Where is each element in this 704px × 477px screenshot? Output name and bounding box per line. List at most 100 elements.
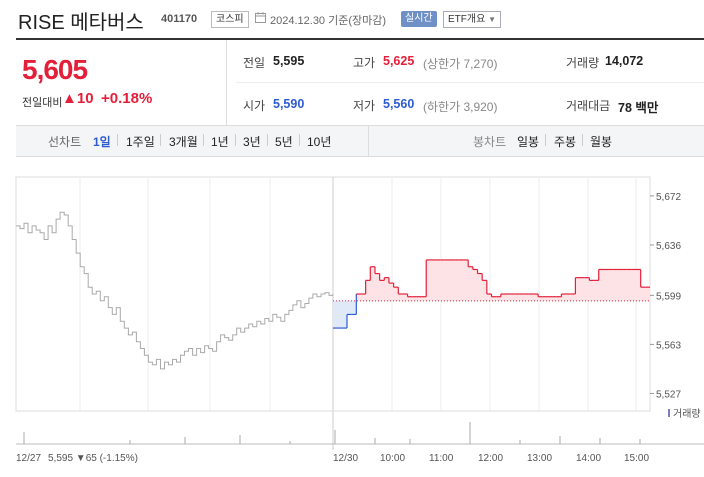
lower-limit: (하한가 3,920) [423, 100, 498, 114]
period-1d-tab[interactable]: 1일 [93, 135, 111, 149]
price-area [524, 294, 530, 301]
price-area [407, 296, 413, 301]
candle-weekly-tab[interactable]: 주봉 [554, 135, 577, 149]
up-triangle-icon: ▲ [62, 90, 77, 107]
etf-overview-label: ETF개요 [448, 14, 486, 25]
price-area [589, 280, 595, 301]
price-area [608, 269, 614, 301]
period-3m-tab[interactable]: 3개월 [169, 135, 198, 149]
period-1w-tab[interactable]: 1주일 [126, 135, 155, 149]
change-amount: 10 [76, 90, 94, 107]
stock-header: RISE 메타버스 401170 코스피 2024.12.30 기준(장마감) … [0, 0, 704, 40]
price-area [561, 294, 567, 301]
price-area [360, 294, 366, 301]
price-area [556, 296, 562, 301]
date-label: 2024.12.30 기준(장마감) [270, 15, 387, 27]
price-area [342, 300, 348, 329]
price-area [636, 269, 641, 301]
x-tick-label: 13:00 [527, 453, 552, 464]
change-percent: +0.18% [101, 90, 153, 107]
period-1y-tab[interactable]: 1년 [211, 135, 229, 149]
toolbar-separator [545, 134, 546, 146]
price-area [500, 294, 506, 301]
low-value: 5,560 [383, 97, 415, 111]
stock-name: RISE 메타버스 [18, 12, 144, 34]
amount-value: 78 백만 [618, 101, 659, 115]
price-area [482, 280, 488, 301]
price-area [598, 269, 604, 301]
toolbar-separator [267, 134, 268, 146]
price-area [454, 259, 460, 301]
quote-divider [226, 40, 227, 125]
volume-value: 14,072 [605, 54, 644, 68]
toolbar-separator [582, 134, 583, 146]
price-area [612, 269, 618, 301]
etf-overview-dropdown[interactable]: ETF개요 ▼ [443, 11, 501, 28]
high-label: 고가 [353, 56, 376, 70]
price-area [365, 280, 371, 301]
price-area [519, 294, 525, 301]
price-area [477, 273, 483, 301]
toolbar-separator [117, 134, 118, 146]
prev-close-label: 전일 [243, 56, 266, 70]
price-area [430, 259, 436, 301]
x-tick-label: 10:00 [380, 453, 405, 464]
stock-code: 401170 [161, 13, 198, 25]
price-area [421, 296, 427, 301]
price-area [575, 277, 581, 301]
price-area [580, 277, 586, 301]
market-badge: 코스피 [211, 11, 249, 28]
price-area [622, 269, 627, 301]
price-area [631, 269, 637, 301]
price-area [370, 266, 376, 301]
candle-monthly-tab[interactable]: 월봉 [590, 135, 613, 149]
price-area [486, 294, 492, 301]
price-area [510, 294, 516, 301]
toolbar-separator [235, 134, 236, 146]
toolbar-separator [203, 134, 204, 146]
quote-row-divider [236, 82, 704, 83]
volume-legend-swatch [668, 409, 670, 417]
price-area [402, 294, 408, 301]
price-area [416, 296, 422, 301]
price-area [505, 294, 511, 301]
price-area [626, 269, 632, 301]
price-area [617, 269, 623, 301]
price-area [351, 300, 357, 315]
x-tick-label: 12:00 [478, 453, 503, 464]
price-area [472, 269, 478, 301]
current-price: 5,605 [22, 54, 88, 85]
price-area [566, 294, 572, 301]
toolbar-separator [160, 134, 161, 146]
candle-daily-tab[interactable]: 일봉 [517, 135, 540, 149]
y-tick-label: 5,527 [656, 389, 681, 400]
price-area [458, 259, 464, 301]
price-area [547, 296, 553, 301]
price-chart[interactable]: 5,672 5,636 5,599 5,563 5,527 12/27 12/30 10:0… [0, 160, 704, 477]
high-value: 5,625 [383, 54, 415, 68]
price-area [374, 273, 380, 301]
change-value: ▲10 [62, 90, 94, 107]
y-tick-label: 5,599 [656, 291, 681, 302]
price-area [379, 280, 385, 301]
period-3y-tab[interactable]: 3년 [243, 135, 261, 149]
period-5y-tab[interactable]: 5년 [275, 135, 293, 149]
price-area [552, 296, 558, 301]
price-area [542, 296, 548, 301]
realtime-button[interactable]: 실시간 [401, 11, 437, 27]
toolbar-separator [299, 134, 300, 146]
change-label: 전일대비 [22, 97, 63, 109]
candle-chart-label: 봉차트 [473, 135, 507, 149]
volume-legend-label: 거래량 [673, 408, 701, 420]
price-area [463, 259, 469, 301]
prev-day-line [16, 211, 334, 370]
calendar-icon [255, 12, 266, 23]
price-area [584, 277, 590, 301]
y-tick-label: 5,563 [656, 340, 681, 351]
open-value: 5,590 [273, 97, 305, 111]
price-area [570, 294, 576, 301]
toolbar-divider [368, 125, 369, 156]
price-area [594, 280, 600, 301]
low-label: 저가 [353, 99, 376, 113]
period-10y-tab[interactable]: 10년 [307, 135, 332, 149]
